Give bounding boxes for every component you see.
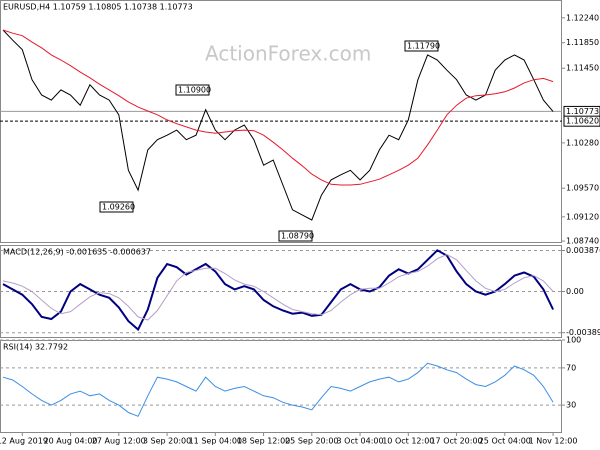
series-line (2, 253, 554, 321)
annotation-label: 1.11790 (407, 42, 440, 51)
price-label-box (563, 115, 600, 127)
annotation-label: 1.09260 (102, 203, 135, 212)
x-tick-label: 3 Sep 20:00 (143, 437, 191, 446)
x-tick-label: 1 Nov 12:00 (529, 437, 578, 446)
x-tick-label: 20 Aug 04:00 (44, 437, 98, 446)
price-label: 1.10773 (566, 107, 599, 116)
panel-title: EURUSD,H4 1.10759 1.10805 1.10738 1.1077… (3, 3, 193, 12)
y-tick-label: 0.00 (566, 287, 584, 296)
series-line (2, 362, 554, 417)
y-tick-label: -0.003899 (566, 328, 600, 337)
y-tick-label: 1.12240 (566, 13, 599, 22)
x-tick-label: 27 Aug 12:00 (92, 437, 146, 446)
x-tick-label: 12 Aug 2019 (0, 437, 48, 446)
series-line (2, 249, 555, 332)
y-tick-label: 1.08740 (566, 237, 599, 246)
annotation-box (278, 230, 313, 242)
y-tick-label: 1.09120 (566, 212, 599, 221)
x-tick-label: 10 Oct 12:00 (382, 437, 434, 446)
y-tick-label: 1.09570 (566, 184, 599, 193)
panel-title: MACD(12,26,9) -0.001635 -0.000637 (3, 248, 151, 257)
y-tick-label: 1.11850 (566, 38, 599, 47)
x-tick-label: 25 Sep 20:00 (285, 437, 338, 446)
price-label: 1.10620 (566, 117, 599, 126)
y-tick-label: 1.10280 (566, 138, 599, 147)
series-line (2, 29, 554, 186)
y-tick-label: 1.11450 (566, 64, 599, 73)
annotation-box (404, 40, 439, 52)
series-line (2, 29, 554, 221)
panel-frame (0, 340, 562, 433)
x-tick-label: 18 Sep 12:00 (237, 437, 290, 446)
annotation-label: 1.08790 (281, 232, 314, 241)
y-tick-label: 70 (566, 363, 576, 372)
x-tick-label: 25 Oct 04:00 (479, 437, 531, 446)
x-tick-label: 11 Sep 04:00 (189, 437, 242, 446)
y-tick-label: 0.003876 (566, 246, 600, 255)
annotation-box (99, 201, 134, 213)
panel-title: RSI(14) 32.7792 (3, 343, 68, 352)
annotation-box (175, 84, 210, 96)
annotation-label: 1.10900 (178, 86, 211, 95)
y-tick-label: 100 (566, 336, 581, 345)
x-tick-label: 3 Oct 04:00 (337, 437, 384, 446)
x-tick-label: 17 Oct 20:00 (430, 437, 482, 446)
watermark: ActionForex.com (205, 42, 371, 66)
y-tick-label: 30 (566, 401, 576, 410)
